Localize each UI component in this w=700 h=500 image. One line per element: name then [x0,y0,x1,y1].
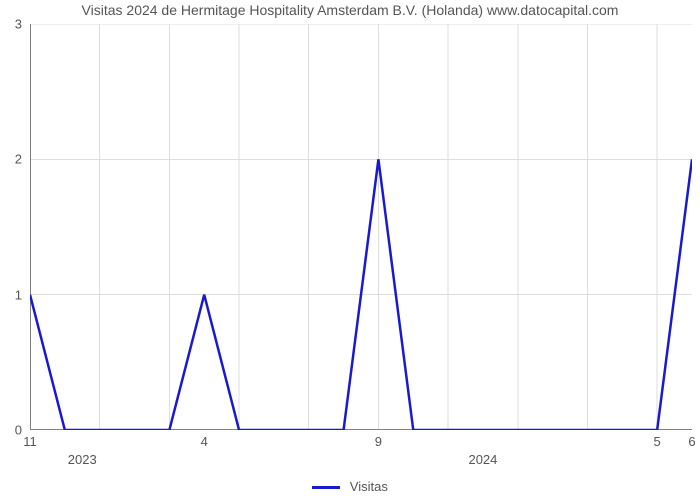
x-group-label: 2024 [468,452,497,467]
legend-item: Visitas [312,479,388,494]
legend-swatch [312,486,340,489]
y-tick-label: 0 [0,423,22,438]
y-tick-label: 3 [0,17,22,32]
chart-container: { "chart": { "type": "line", "title": "V… [0,0,700,500]
chart-title: Visitas 2024 de Hermitage Hospitality Am… [0,2,700,18]
x-tick-label: 6 [688,434,695,449]
x-tick-label: 4 [201,434,208,449]
x-tick-label: 9 [375,434,382,449]
x-tick-label: 11 [23,434,37,449]
legend-label: Visitas [350,479,388,494]
x-tick-label: 5 [654,434,661,449]
plot-area [30,24,692,430]
y-tick-label: 1 [0,287,22,302]
x-group-label: 2023 [68,452,97,467]
legend: Visitas [0,478,700,496]
y-tick-label: 2 [0,152,22,167]
